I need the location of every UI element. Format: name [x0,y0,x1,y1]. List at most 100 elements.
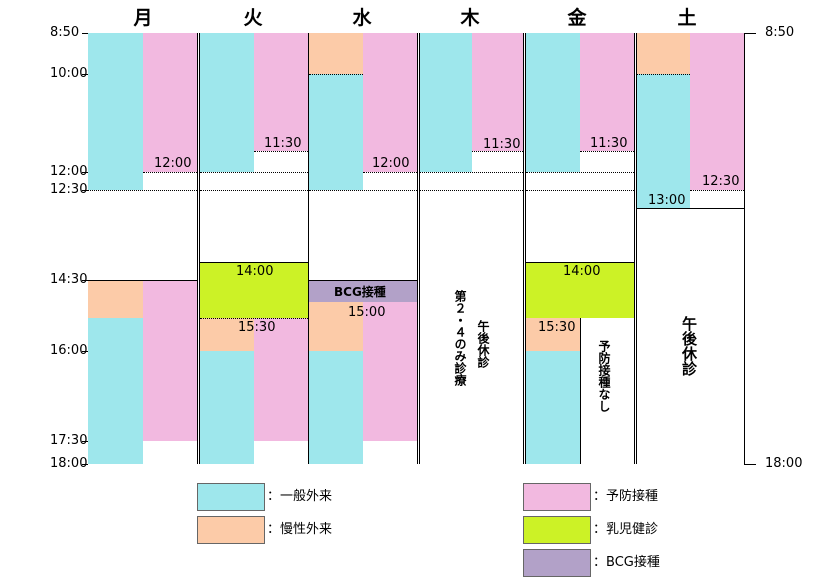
mon-label-1200: 12:00 [154,156,192,171]
sat-yobo-am [690,33,744,190]
mon-mansei-pm [88,281,143,318]
thu-note-only: 第２・４のみ診療 [453,290,467,386]
time-label-1730: 17:30 [50,433,88,448]
legend-label-mansei: ：慢性外来 [267,522,333,537]
tue-ippan-am [200,33,254,172]
time-label-1200: 12:00 [50,164,88,179]
thu-yobo-am [472,33,523,151]
tue-line-1130 [254,151,308,152]
wed-line-1000 [309,74,363,75]
tue-mansei [200,318,254,351]
fri-label-1400: 14:00 [563,264,601,279]
tue-line-1230 [200,190,308,191]
time-label-1000: 10:00 [50,66,88,81]
tick-1200 [82,172,88,173]
fri-divider [634,33,635,464]
sat-ippan-am [637,74,690,208]
legend-label-nyuji: ：乳児健診 [593,522,659,537]
legend-label-bcg: ：BCG接種 [593,555,660,570]
tick-1430 [82,280,88,281]
thu-line-1230 [420,190,523,191]
fri-line-1200 [526,172,634,173]
sat-line-1230 [690,190,744,191]
fri-label-1130: 11:30 [590,136,628,151]
legend-swatch-yobo [523,483,591,511]
wed-mansei-am [309,33,363,74]
time-label-right-0850: 8:50 [765,25,795,40]
wed-label-1500: 15:00 [348,305,386,320]
sat-note-afternoon: 午後休診 [680,316,698,376]
day-header-fri: 金 [567,7,587,29]
legend-swatch-bcg [523,549,591,577]
fri-nyuji [526,262,634,318]
fri-mansei [526,318,580,351]
thu-note-afternoon: 午後休診 [476,320,490,368]
tick-1600 [82,351,88,352]
legend-label-ippan: ：一般外来 [267,489,333,504]
mon-yobo-am [143,33,197,172]
wed-yobo-am [363,33,417,172]
fri-note-no-vaccine: 予防接種なし [597,340,611,412]
sat-line-1000 [637,74,690,75]
wed-line-1200 [363,172,417,173]
tue-ippan-pm [200,351,254,464]
thu-divider [523,33,524,464]
tick-1000 [82,74,88,75]
day-header-sat: 土 [677,7,697,29]
sat-left-divider [636,33,637,464]
time-label-1800: 18:00 [50,456,88,471]
mon-divider [197,33,198,464]
fri-inner-divider [580,318,581,464]
day-header-mon: 月 [133,7,153,29]
tue-yobo-am [254,33,308,151]
sat-label-1300: 13:00 [648,193,686,208]
thu-label-1130: 11:30 [483,137,521,152]
thu-ippan-am [420,33,472,172]
day-header-tue: 火 [243,7,263,29]
wed-line-1230 [309,190,417,191]
mon-line-1200 [143,172,197,173]
day-header-wed: 水 [352,7,372,29]
tue-line-1530 [200,318,308,319]
day-header-thu: 木 [460,7,480,29]
time-label-1600: 16:00 [50,343,88,358]
tue-line-1200 [200,172,308,173]
mon-ippan-pm [88,318,143,464]
thu-line-1130 [472,151,523,152]
time-label-right-1800: 18:00 [765,456,803,471]
wed-ippan-am [309,74,363,190]
time-label-0850: 8:50 [50,25,80,40]
time-label-1230: 12:30 [50,182,88,197]
thu-left-divider [419,33,420,464]
tue-label-1130: 11:30 [264,136,302,151]
tick-right-1800 [744,464,756,465]
tue-label-1530: 15:30 [238,320,276,335]
legend-swatch-nyuji [523,516,591,544]
legend-label-yobo: ：予防接種 [593,489,659,504]
tick-right-0850 [744,33,756,34]
wed-bcg [309,280,417,302]
sat-mansei-am [637,33,690,74]
fri-label-1530: 15:30 [538,320,576,335]
tick-1230 [82,190,88,191]
mon-line-1230 [88,190,197,191]
legend-swatch-ippan [197,483,265,511]
mon-ippan-am [88,33,143,190]
sat-label-1230: 12:30 [702,174,740,189]
tue-yobo-pm [254,318,308,441]
wed-mansei-pm [309,302,363,351]
mon-line-1430 [88,280,197,281]
sat-divider [744,33,745,464]
fri-ippan-pm [526,351,580,464]
tue-divider [308,33,309,464]
thu-line-1200 [420,172,523,173]
wed-yobo-pm [363,302,417,441]
legend-swatch-mansei [197,516,265,544]
mon-yobo-pm [143,281,197,441]
tick-1730 [82,441,88,442]
time-label-1430: 14:30 [50,272,88,287]
wed-label-1200: 12:00 [372,156,410,171]
fri-line-1130 [580,151,634,152]
wed-ippan-pm [309,351,363,464]
fri-line-1230 [526,190,634,191]
